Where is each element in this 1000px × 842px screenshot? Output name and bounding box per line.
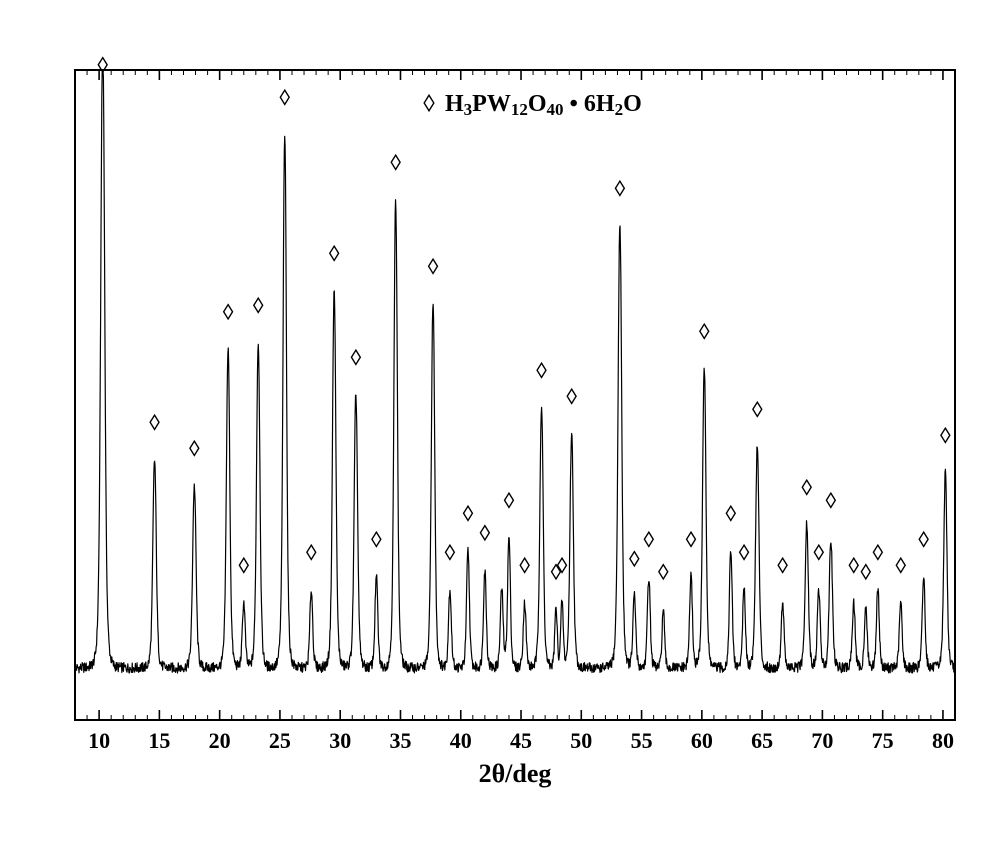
xtick-label: 30 — [329, 728, 351, 753]
xtick-label: 20 — [209, 728, 231, 753]
xtick-label: 15 — [148, 728, 170, 753]
xtick-label: 55 — [631, 728, 653, 753]
x-axis-label: 2θ/deg — [479, 759, 552, 788]
xrd-chart: 10 15 20 25 30 35 40 45 50 55 60 65 70 75 80 2θ/deg H3PW… — [0, 0, 1000, 837]
legend: H3PW12O40 • 6H2O — [424, 91, 642, 119]
xtick-label: 25 — [269, 728, 291, 753]
legend-label: H3PW12O40 • 6H2O — [445, 91, 642, 119]
xrd-chart-svg: 10 15 20 25 30 35 40 45 50 55 60 65 70 75 80 2θ/deg H3PW… — [0, 0, 1000, 837]
xtick-label: 60 — [691, 728, 713, 753]
xtick-label: 35 — [389, 728, 411, 753]
xtick-label: 40 — [450, 728, 472, 753]
xtick-label: 80 — [932, 728, 954, 753]
xtick-label: 75 — [872, 728, 894, 753]
xtick-label: 70 — [811, 728, 833, 753]
xtick-label: 50 — [570, 728, 592, 753]
xtick-label: 45 — [510, 728, 532, 753]
xtick-label: 65 — [751, 728, 773, 753]
xtick-label: 10 — [88, 728, 110, 753]
